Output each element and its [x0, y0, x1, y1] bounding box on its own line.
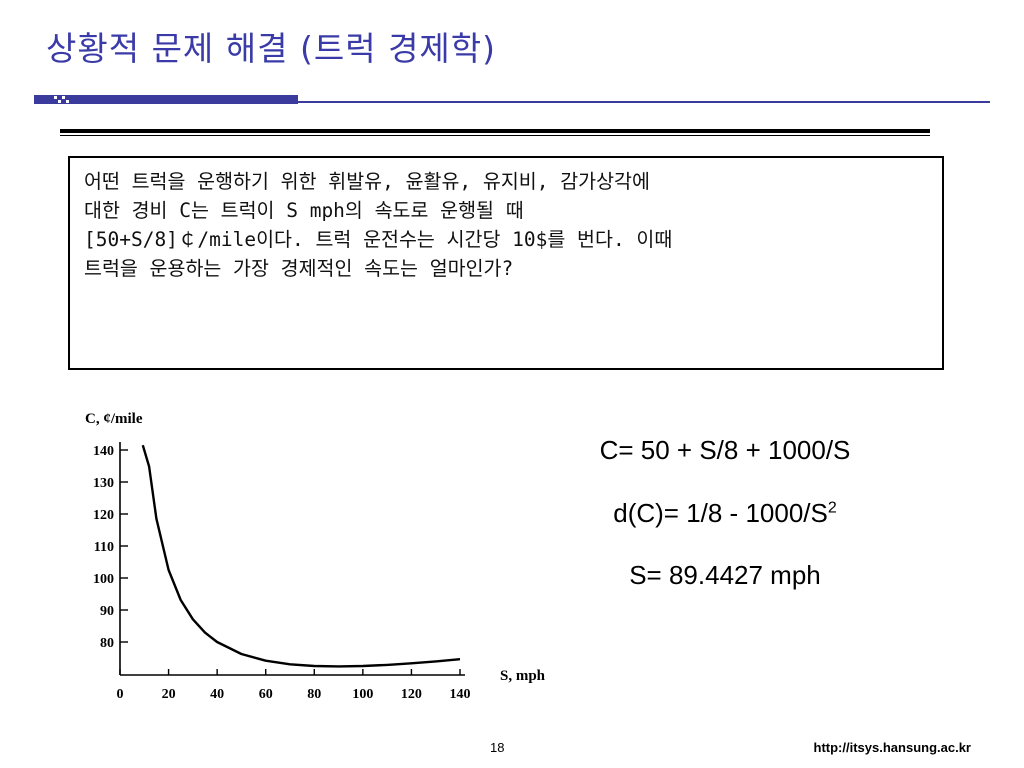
slide-title: 상황적 문제 해결 (트럭 경제학) — [46, 29, 497, 68]
formula-derivative-exponent: 2 — [827, 499, 837, 517]
formula-derivative: d(C)= 1/8 - 1000/S2 — [540, 498, 910, 529]
chart-y-tick-label: 100 — [93, 572, 114, 587]
title-underline-thick — [34, 95, 298, 104]
formula-cost: C= 50 + S/8 + 1000/S — [599, 435, 851, 465]
chart-x-tick-label: 80 — [307, 687, 321, 702]
chart-x-tick-label: 0 — [117, 687, 124, 702]
chart-y-label: C, ¢/mile — [85, 411, 143, 427]
chart-y-tick-label: 110 — [94, 540, 114, 555]
chart-y-tick-label: 140 — [93, 444, 114, 459]
chart-x-tick-label: 20 — [162, 687, 176, 702]
chart-x-label: S, mph — [500, 668, 546, 684]
page-number: 18 — [490, 740, 505, 755]
chart-x-tick-label: 60 — [259, 687, 273, 702]
double-rule-bottom — [60, 135, 930, 136]
problem-box: 어떤 트럭을 운행하기 위한 휘발유, 윤활유, 유지비, 감가상각에 대한 경… — [68, 156, 944, 370]
cost-speed-chart: C, ¢/mile S, mph 80 90 100 110 120 130 140 0 20 40 6… — [77, 398, 565, 714]
problem-text: 어떤 트럭을 운행하기 위한 휘발유, 윤활유, 유지비, 감가상각에 대한 경… — [84, 170, 673, 280]
chart-x-tick-label: 120 — [401, 687, 422, 702]
chart-y-tick-label: 130 — [93, 476, 114, 491]
formula-speed: S= 89.4427 mph — [629, 560, 821, 590]
chart-x-tick-label: 100 — [352, 687, 373, 702]
chart-y-tick-label: 120 — [93, 508, 114, 523]
chart-x-tick-label: 140 — [450, 687, 471, 702]
title-underline-thin — [298, 101, 990, 103]
double-rule-top — [60, 129, 930, 133]
footer-url: http://itsys.hansung.ac.kr — [813, 740, 971, 755]
formula-derivative-main: d(C)= 1/8 - 1000/S — [613, 498, 828, 528]
chart-svg: C, ¢/mile S, mph 80 90 100 110 120 130 140 0 20 40 6… — [85, 411, 546, 702]
chart-y-tick-label: 80 — [100, 636, 114, 651]
chart-x-tick-label: 40 — [210, 687, 224, 702]
chart-y-tick-label: 90 — [100, 604, 114, 619]
chart-series-line-0 — [141, 444, 461, 668]
decorative-squares-icon — [54, 96, 69, 103]
